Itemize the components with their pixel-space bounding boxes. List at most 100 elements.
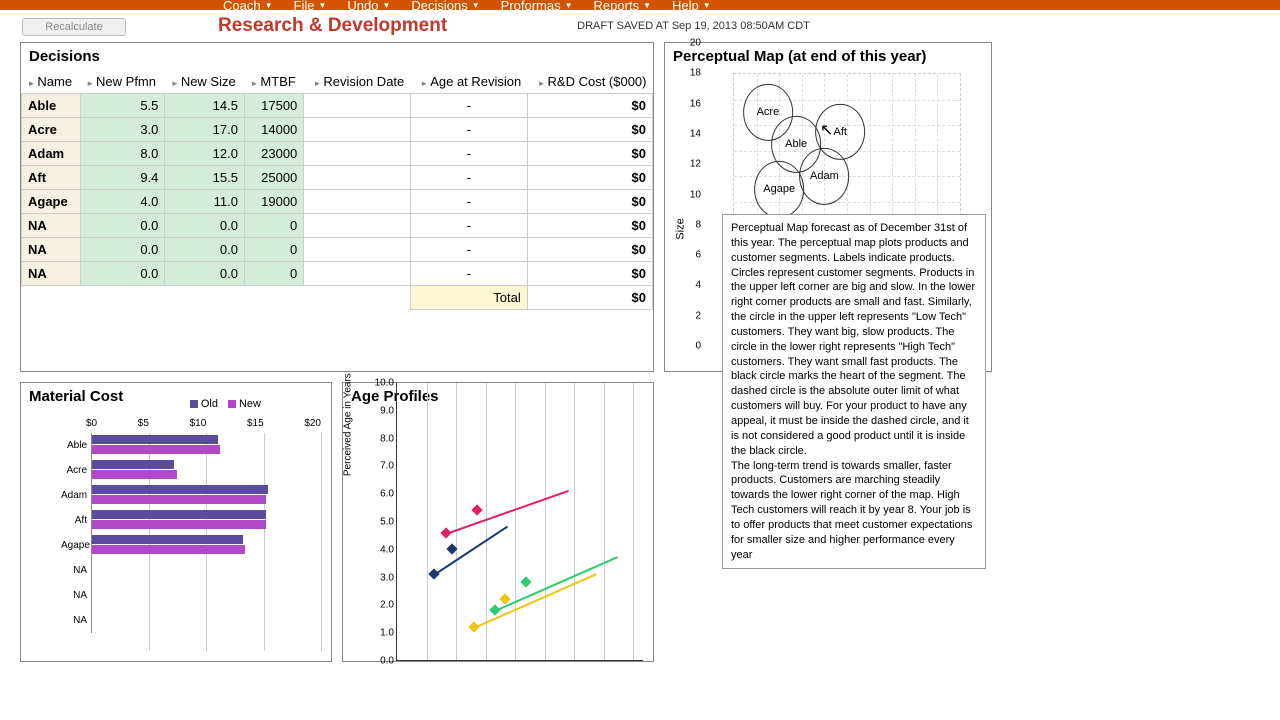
age-profiles-panel: Age Profiles Perceived Age in Years 0.01… <box>342 382 654 662</box>
revdate-cell <box>304 142 411 166</box>
product-name: Acre <box>22 118 81 142</box>
col-header[interactable]: New Pfmn <box>80 70 165 94</box>
cost-cell: $0 <box>527 214 652 238</box>
pfmn-cell[interactable]: 4.0 <box>80 190 165 214</box>
pfmn-cell[interactable]: 5.5 <box>80 94 165 118</box>
pfmn-cell[interactable]: 8.0 <box>80 142 165 166</box>
cost-cell: $0 <box>527 94 652 118</box>
bar-row: NA <box>61 608 321 633</box>
menu-bar: Coach File Undo Decisions Proformas Repo… <box>0 0 1280 10</box>
pfmn-cell[interactable]: 0.0 <box>80 238 165 262</box>
menu-reports[interactable]: Reports <box>586 0 659 13</box>
cursor-icon: ↖ <box>820 120 833 140</box>
age-cell: - <box>410 238 527 262</box>
product-name: Adam <box>22 142 81 166</box>
table-row: Aft 9.4 15.5 25000 - $0 <box>22 166 653 190</box>
pfmn-cell[interactable]: 0.0 <box>80 214 165 238</box>
revdate-cell <box>304 262 411 286</box>
total-label: Total <box>410 286 527 310</box>
age-cell: - <box>410 214 527 238</box>
bar-row: NA <box>61 558 321 583</box>
bar-row: Able <box>61 433 321 458</box>
bar-row: Acre <box>61 458 321 483</box>
cost-cell: $0 <box>527 238 652 262</box>
size-cell[interactable]: 0.0 <box>165 262 245 286</box>
decisions-table: NameNew PfmnNew SizeMTBFRevision DateAge… <box>21 70 653 310</box>
tooltip: Perceptual Map forecast as of December 3… <box>722 214 986 569</box>
product-name: Agape <box>22 190 81 214</box>
cost-cell: $0 <box>527 166 652 190</box>
table-row: Able 5.5 14.5 17500 - $0 <box>22 94 653 118</box>
product-label: Adam <box>810 170 839 182</box>
size-cell[interactable]: 11.0 <box>165 190 245 214</box>
mtbf-cell[interactable]: 0 <box>244 262 303 286</box>
size-cell[interactable]: 14.5 <box>165 94 245 118</box>
bar-row: Adam <box>61 483 321 508</box>
table-row: Adam 8.0 12.0 23000 - $0 <box>22 142 653 166</box>
legend-item: New <box>228 398 261 410</box>
col-header[interactable]: MTBF <box>244 70 303 94</box>
mtbf-cell[interactable]: 0 <box>244 214 303 238</box>
legend-item: Old <box>190 398 218 410</box>
product-name: NA <box>22 262 81 286</box>
material-cost-panel: Material Cost OldNew $0$5$10$15$20AbleAc… <box>20 382 332 662</box>
product-name: Able <box>22 94 81 118</box>
age-ylabel: Perceived Age in Years <box>343 373 354 476</box>
revdate-cell <box>304 190 411 214</box>
col-header[interactable]: Age at Revision <box>410 70 527 94</box>
cost-cell: $0 <box>527 262 652 286</box>
size-cell[interactable]: 15.5 <box>165 166 245 190</box>
col-header[interactable]: R&D Cost ($000) <box>527 70 652 94</box>
age-cell: - <box>410 94 527 118</box>
menu-undo[interactable]: Undo <box>339 0 398 13</box>
product-label: Able <box>785 138 807 150</box>
mtbf-cell[interactable]: 23000 <box>244 142 303 166</box>
table-row: Acre 3.0 17.0 14000 - $0 <box>22 118 653 142</box>
product-label: Agape <box>763 183 795 195</box>
product-name: Aft <box>22 166 81 190</box>
product-label: Acre <box>757 106 780 118</box>
material-cost-title: Material Cost <box>21 383 331 410</box>
menu-proformas[interactable]: Proformas <box>493 0 581 13</box>
draft-saved-text: DRAFT SAVED AT Sep 19, 2013 08:50AM CDT <box>577 20 810 32</box>
menu-coach[interactable]: Coach <box>215 0 281 13</box>
product-name: NA <box>22 238 81 262</box>
age-cell: - <box>410 118 527 142</box>
pfmn-cell[interactable]: 3.0 <box>80 118 165 142</box>
revdate-cell <box>304 118 411 142</box>
mtbf-cell[interactable]: 0 <box>244 238 303 262</box>
mtbf-cell[interactable]: 19000 <box>244 190 303 214</box>
product-label: Aft <box>833 126 846 138</box>
decisions-panel: Decisions NameNew PfmnNew SizeMTBFRevisi… <box>20 42 654 372</box>
table-row: NA 0.0 0.0 0 - $0 <box>22 238 653 262</box>
total-value: $0 <box>527 286 652 310</box>
mtbf-cell[interactable]: 17500 <box>244 94 303 118</box>
size-cell[interactable]: 0.0 <box>165 214 245 238</box>
revdate-cell <box>304 166 411 190</box>
bar-row: Agape <box>61 533 321 558</box>
age-cell: - <box>410 190 527 214</box>
age-cell: - <box>410 262 527 286</box>
page-title: Research & Development <box>218 15 447 37</box>
revdate-cell <box>304 238 411 262</box>
col-header[interactable]: New Size <box>165 70 245 94</box>
perceptual-map-title: Perceptual Map (at end of this year) <box>665 43 991 70</box>
size-cell[interactable]: 17.0 <box>165 118 245 142</box>
menu-file[interactable]: File <box>286 0 335 13</box>
col-header[interactable]: Name <box>22 70 81 94</box>
revdate-cell <box>304 214 411 238</box>
recalculate-button[interactable]: Recalculate <box>22 18 126 36</box>
mtbf-cell[interactable]: 14000 <box>244 118 303 142</box>
size-cell[interactable]: 0.0 <box>165 238 245 262</box>
cost-cell: $0 <box>527 190 652 214</box>
bar-row: Aft <box>61 508 321 533</box>
pfmn-cell[interactable]: 9.4 <box>80 166 165 190</box>
menu-decisions[interactable]: Decisions <box>403 0 487 13</box>
mtbf-cell[interactable]: 25000 <box>244 166 303 190</box>
decisions-title: Decisions <box>21 43 653 70</box>
col-header[interactable]: Revision Date <box>304 70 411 94</box>
size-cell[interactable]: 12.0 <box>165 142 245 166</box>
table-row: NA 0.0 0.0 0 - $0 <box>22 214 653 238</box>
pfmn-cell[interactable]: 0.0 <box>80 262 165 286</box>
menu-help[interactable]: Help <box>664 0 719 13</box>
